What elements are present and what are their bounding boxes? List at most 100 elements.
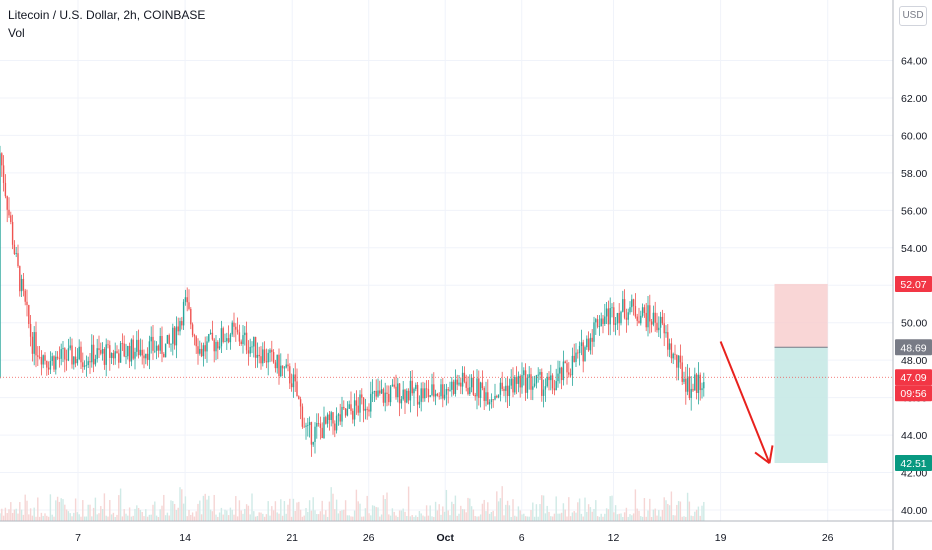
volume-bar <box>627 516 629 521</box>
volume-bar <box>177 507 179 521</box>
candle-body <box>622 299 624 312</box>
candle-body <box>2 165 5 183</box>
time-axis[interactable]: 7 14 21 26 Oct 6 12 19 26 <box>0 520 932 544</box>
volume-bar <box>263 516 266 521</box>
candle-body <box>485 392 487 401</box>
candle-body <box>44 355 46 361</box>
candle-body <box>71 345 73 365</box>
volume-bar <box>370 515 372 521</box>
volume-bar <box>578 498 581 521</box>
candle-body <box>604 316 606 324</box>
candle-body <box>74 356 77 364</box>
candle-body <box>13 244 16 254</box>
candle-body <box>548 376 550 381</box>
candle-body <box>308 422 311 426</box>
candle-body <box>233 322 235 327</box>
volume-bar <box>109 499 111 521</box>
candle-body <box>103 349 106 365</box>
candle-body <box>589 337 592 351</box>
volume-bar <box>528 516 530 521</box>
candle-body <box>438 395 440 397</box>
candle-body <box>290 383 293 388</box>
candle-body <box>595 319 597 323</box>
volume-indicator-label[interactable]: Vol <box>8 26 25 40</box>
volume-bar <box>253 511 255 521</box>
volume-bar <box>676 504 678 521</box>
candle-body <box>206 341 208 352</box>
candle-body <box>670 343 673 359</box>
volume-bar <box>492 510 494 521</box>
candle-body <box>199 348 201 354</box>
candle-body <box>112 353 115 359</box>
volume-bar <box>285 513 287 521</box>
candle-body <box>152 336 154 351</box>
candle-body <box>154 350 156 352</box>
volume-bar <box>375 507 377 521</box>
volume-bar <box>546 505 548 521</box>
volume-bar <box>260 512 262 521</box>
volume-bar <box>53 516 55 521</box>
volume-bar <box>465 512 467 521</box>
volume-bar <box>317 514 320 521</box>
volume-bar <box>643 498 646 521</box>
candle-body <box>636 316 638 321</box>
candle-body <box>307 425 309 426</box>
volume-bar <box>213 494 215 521</box>
volume-bar <box>339 510 341 521</box>
volume-bar <box>407 486 410 521</box>
volume-bar <box>521 514 523 521</box>
short-position-tool[interactable] <box>0 283 893 464</box>
price-axis[interactable]: 40.0042.0044.0046.0048.0050.0052.0054.00… <box>892 0 932 550</box>
down-arrow-annotation[interactable] <box>719 341 774 464</box>
stop-price-label: 52.07 <box>900 279 926 291</box>
candle-body <box>582 342 584 362</box>
volume-bar <box>267 501 269 521</box>
volume-bar <box>175 510 178 521</box>
volume-bar <box>208 495 210 521</box>
volume-bar <box>393 511 395 521</box>
candle-body <box>530 374 532 390</box>
volume-bar <box>452 504 455 521</box>
currency-button[interactable]: USD <box>899 6 927 26</box>
candle-body <box>181 321 183 326</box>
candle-body <box>611 307 613 309</box>
time-tick-label: 26 <box>363 532 375 544</box>
candle-body <box>413 388 415 394</box>
candle-body <box>699 374 701 391</box>
volume-bar <box>132 515 134 521</box>
volume-bar <box>461 509 464 521</box>
volume-bar <box>577 502 579 521</box>
candle-body <box>404 389 406 403</box>
candle-body <box>157 345 160 351</box>
candle-body <box>107 344 109 346</box>
volume-bar <box>238 500 241 521</box>
candle-body <box>627 312 629 320</box>
candle-body <box>447 389 449 391</box>
chart-title: Litecoin / U.S. Dollar, 2h, COINBASE <box>8 8 206 22</box>
candle-body <box>321 427 323 439</box>
volume-bar <box>154 501 156 521</box>
volume-bar <box>573 511 575 521</box>
candle-body <box>703 382 705 389</box>
volume-bar <box>87 504 89 521</box>
candle-body <box>172 327 174 344</box>
volume-bar <box>517 506 520 521</box>
candle-body <box>163 353 165 358</box>
candle-body <box>136 339 138 352</box>
volume-bar <box>674 515 676 521</box>
volume-bar <box>195 511 197 521</box>
volume-bar <box>137 507 140 521</box>
candle-body <box>42 355 44 365</box>
volume-bar <box>424 516 426 521</box>
volume-bar <box>24 494 26 521</box>
candle-body <box>416 384 419 405</box>
volume-bar <box>658 510 660 521</box>
volume-bar <box>366 495 368 521</box>
volume-bar <box>80 516 82 521</box>
candle-body <box>220 328 223 347</box>
volume-bar <box>584 497 586 521</box>
volume-bar <box>188 509 190 521</box>
candle-body <box>515 377 518 384</box>
candle-body <box>427 389 430 397</box>
